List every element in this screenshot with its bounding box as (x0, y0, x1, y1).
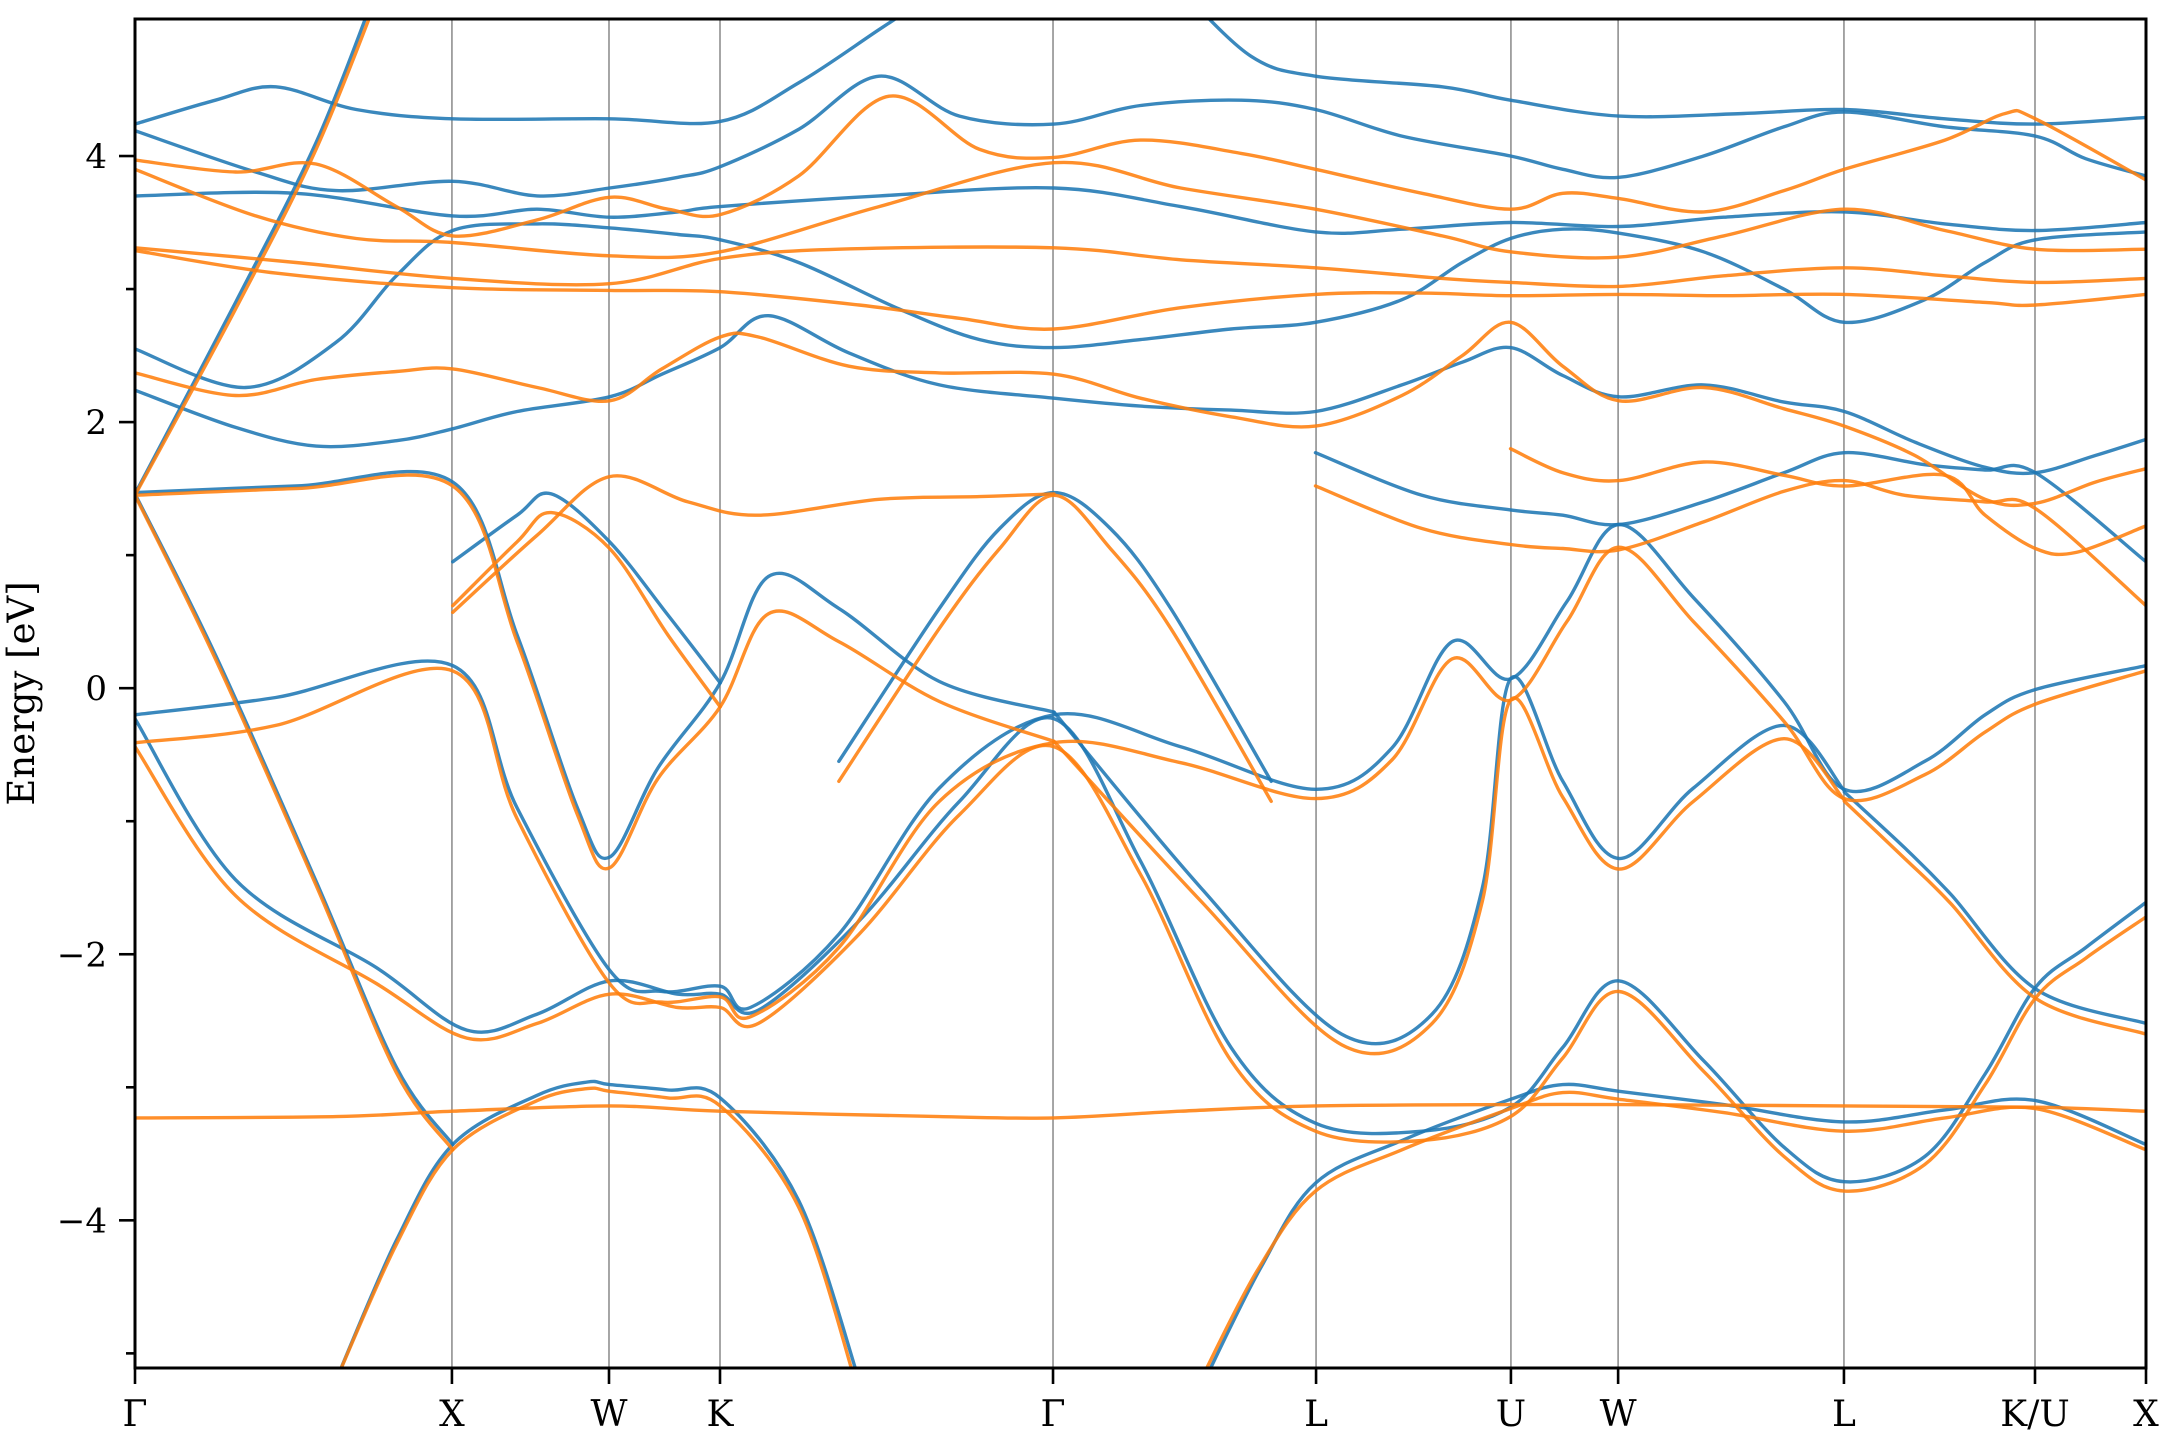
plot-border (133, 17, 2148, 1370)
band-line (135, 743, 2146, 1193)
band-line (135, 522, 2146, 1011)
band-line (1052, 674, 1846, 1046)
kpoint-label: W (1600, 1394, 1637, 1435)
y-tick-label: −4 (57, 1201, 107, 1241)
axis-ticks (119, 154, 2148, 1384)
band-line (135, 19, 899, 126)
band-line (135, 94, 2146, 238)
band-line (1842, 790, 2146, 1026)
y-tick-label: 0 (85, 669, 107, 709)
axis-tick-labels: −4 −2 0 2 4 Γ X W K Γ L U W L K/U X (57, 137, 2159, 1435)
band-line (135, 473, 1056, 871)
band-line (1204, 1090, 2146, 1368)
band-line (135, 160, 2146, 260)
kpoint-gridlines (451, 19, 2036, 1368)
kpoint-label: U (1496, 1394, 1526, 1435)
band-line (1313, 478, 2146, 608)
band-line (1313, 450, 2146, 564)
band-line (1508, 447, 2146, 557)
y-tick-label: −2 (57, 935, 107, 975)
bands-set-2 (135, 19, 2146, 1368)
kpoint-label: Γ (123, 1394, 148, 1435)
kpoint-label: L (1832, 1394, 1856, 1435)
band-line (135, 222, 2146, 390)
band-line (1208, 1082, 2146, 1368)
band-line (135, 1102, 2146, 1120)
kpoint-label: L (1304, 1394, 1328, 1435)
kpoint-label: X (2133, 1394, 2159, 1435)
band-line (1842, 799, 2146, 1036)
band-line (135, 469, 1056, 861)
kpoint-label: X (439, 1394, 465, 1435)
band-line (451, 474, 1056, 615)
band-line (135, 248, 2146, 331)
band-line (1052, 696, 1846, 1056)
band-line (135, 245, 2146, 289)
band-line (135, 715, 2146, 1184)
y-tick-label: 4 (85, 137, 107, 177)
band-line (135, 74, 2146, 198)
band-line (451, 491, 722, 685)
band-line (135, 545, 2146, 1021)
band-line (135, 19, 368, 496)
band-line (1206, 19, 2146, 126)
kpoint-label: W (590, 1394, 627, 1435)
kpoint-label: K (707, 1394, 735, 1435)
kpoint-label: K/U (2000, 1394, 2069, 1435)
band-line (451, 510, 722, 709)
band-line (135, 19, 371, 497)
band-line (135, 186, 2146, 235)
band-line (339, 1086, 854, 1368)
kpoint-label: Γ (1041, 1394, 1066, 1435)
y-tick-label: 2 (85, 403, 107, 443)
band-line (135, 320, 2146, 508)
band-line (135, 493, 455, 1152)
band-line (339, 1079, 857, 1368)
y-axis-label: Energy [eV] (0, 581, 43, 805)
